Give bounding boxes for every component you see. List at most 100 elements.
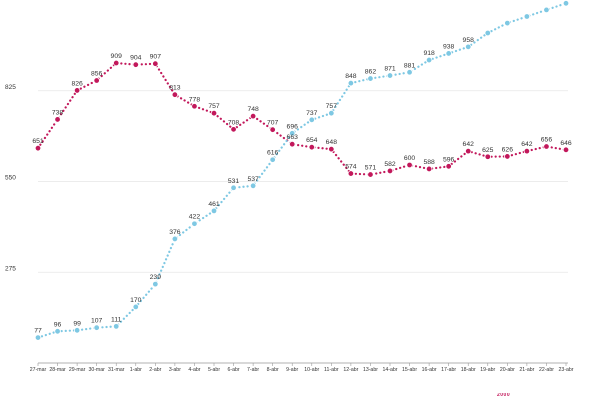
x-tick-label: 7-abr: [247, 367, 259, 373]
series-1-line: [36, 2, 568, 339]
series-1-point: [113, 323, 120, 330]
series-1-point: [367, 75, 374, 82]
series-1-point: [425, 56, 433, 64]
series-0-point: [113, 59, 120, 67]
series-0-data-label: 626: [502, 146, 514, 153]
series-1-data-label: 696: [287, 123, 299, 130]
y-tick-label: 550: [5, 175, 16, 182]
x-tick-label: 27-mar: [30, 367, 47, 373]
x-tick-label: 30-mar: [88, 367, 105, 373]
series-0-point: [562, 146, 570, 154]
series-0-point: [191, 103, 198, 110]
x-tick-label: 8-abr: [267, 367, 279, 373]
x-tick-label: 10-abr: [304, 367, 319, 373]
series-1-data-label: 461: [208, 201, 220, 208]
series-1-data-label: 170: [130, 297, 142, 304]
series-1-data-label: 616: [267, 150, 279, 157]
series-0-data-label: 651: [32, 138, 44, 145]
series-1-point: [347, 79, 355, 87]
series-1-data-label: 881: [404, 62, 416, 69]
series-0-data-label: 856: [91, 71, 103, 78]
series-1-data-label: 376: [169, 229, 181, 236]
series-1-point: [230, 184, 237, 191]
series-0-point: [543, 143, 550, 150]
x-tick-label: 4-abr: [188, 367, 200, 373]
series-0-data-label: 625: [482, 147, 494, 154]
series-0-data-label: 826: [71, 80, 83, 87]
series-1-data-label: 111: [111, 316, 122, 323]
y-axis-ticks: 275 550 825: [5, 84, 16, 273]
series-1-point: [73, 327, 81, 334]
series-1-point: [465, 43, 472, 51]
series-1-data-label: 96: [54, 321, 62, 328]
x-tick-label: 9-abr: [286, 367, 298, 373]
series-0-data-label: 778: [189, 96, 201, 103]
series-0-point: [504, 153, 511, 160]
series-0-data-label: 707: [267, 120, 279, 127]
series-0-data-label: 646: [560, 140, 572, 147]
series-1-point: [152, 280, 159, 288]
x-tick-label: 6-abr: [227, 367, 239, 373]
series-0-point: [34, 144, 42, 152]
x-tick-label: 19-abr: [480, 367, 495, 373]
x-tick-label: 17-abr: [441, 367, 456, 373]
x-tick-label: 5-abr: [208, 367, 220, 373]
x-tick-label: 1-abr: [130, 367, 142, 373]
series-0: [34, 59, 570, 178]
series-1-point: [562, 0, 570, 7]
series-1-point: [289, 130, 296, 137]
series-0-data-label: 907: [150, 54, 162, 61]
series-1-point: [93, 324, 100, 331]
x-tick-label: 22-abr: [539, 367, 554, 373]
series-0-data-label: 748: [247, 106, 259, 113]
series-0-point: [132, 61, 139, 68]
series-0-point: [328, 145, 335, 153]
series-1-point: [484, 29, 491, 37]
series-0-data-label: 656: [541, 137, 553, 144]
series-1-point: [132, 303, 139, 311]
series-1-data-label: 918: [423, 50, 435, 57]
series-1-data-label: 239: [150, 274, 162, 281]
series-0-point: [386, 167, 394, 175]
series-0-point: [73, 87, 81, 94]
y-tick-label: 825: [5, 84, 16, 91]
series-0-data-label: 588: [423, 159, 435, 166]
series-1-point: [249, 182, 257, 189]
series-0-point: [54, 116, 61, 123]
series-0-data-label: 571: [365, 165, 377, 172]
series-0-point: [425, 165, 433, 173]
x-tick-label: 28-mar: [49, 367, 66, 373]
series-0-data-label: 596: [443, 156, 455, 163]
series-1-data-label: 737: [306, 110, 318, 117]
x-tick-label: 23-abr: [559, 367, 574, 373]
x-tick-label: 16-abr: [422, 367, 437, 373]
series-1-data-label: 862: [365, 69, 377, 76]
series-0-data-label: 574: [345, 164, 357, 171]
series-0-point: [289, 141, 296, 148]
x-axis-ticks: 27-mar 28-mar 29-mar 30-mar 31-mar 1-abr 2-abr…: [30, 363, 574, 373]
series-0-data-label: 708: [228, 119, 240, 126]
series-1-point: [445, 50, 452, 57]
series-0-point: [523, 147, 531, 155]
series-0-data-label: 904: [130, 55, 142, 62]
series-1-point: [504, 19, 511, 27]
series-0-point: [367, 171, 374, 178]
series-0-data-label: 582: [384, 161, 396, 168]
series-1-point: [543, 6, 550, 14]
series-1-point: [191, 220, 198, 227]
series-0-line: [36, 61, 568, 176]
series-0-data-label: 642: [521, 141, 533, 148]
data-labels: 651 738 826 856 909 904 907 813 778 757 708 748 707 6…: [32, 37, 572, 335]
series-1-data-label: 958: [463, 37, 475, 44]
series-0-point: [171, 91, 179, 98]
series-0-point: [445, 163, 452, 170]
series-0-data-label: 738: [52, 109, 64, 116]
series-0-data-label: 600: [404, 155, 416, 162]
x-tick-label: 31-mar: [108, 367, 125, 373]
series-1-data-label: 537: [247, 176, 259, 183]
series-0-point: [210, 109, 218, 117]
x-tick-label: 3-abr: [169, 367, 181, 373]
series-0-point: [249, 112, 257, 120]
series-1-point: [386, 72, 394, 79]
